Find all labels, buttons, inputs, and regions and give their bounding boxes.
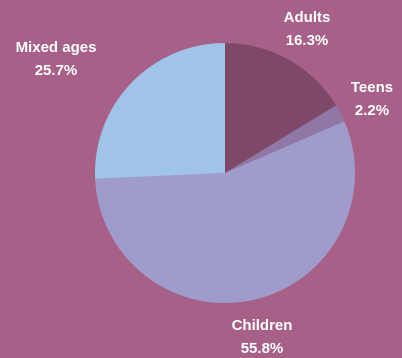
pie-slices [95,43,356,304]
slice-label-name: Adults [284,9,331,26]
slice-label-name: Children [232,317,293,334]
slice-label-value: 2.2% [355,102,389,119]
slice-label-mixed-ages: Mixed ages 25.7% [16,39,97,79]
pie-slice-children [95,121,356,304]
slice-label-value: 25.7% [35,62,78,79]
pie-slice-adults [225,43,337,173]
pie-slice-mixed-ages [95,43,226,179]
slice-labels: Adults 16.3% Teens 2.2% Children 55.8% Mixed a… [16,9,394,357]
pie-slice-teens [225,105,345,173]
slice-label-teens: Teens 2.2% [351,79,393,119]
slice-label-children: Children 55.8% [232,317,293,357]
slice-label-name: Mixed ages [16,39,97,56]
slice-label-value: 16.3% [286,32,329,49]
slice-label-adults: Adults 16.3% [284,9,331,49]
slice-label-name: Teens [351,79,393,96]
slice-label-value: 55.8% [241,340,284,357]
